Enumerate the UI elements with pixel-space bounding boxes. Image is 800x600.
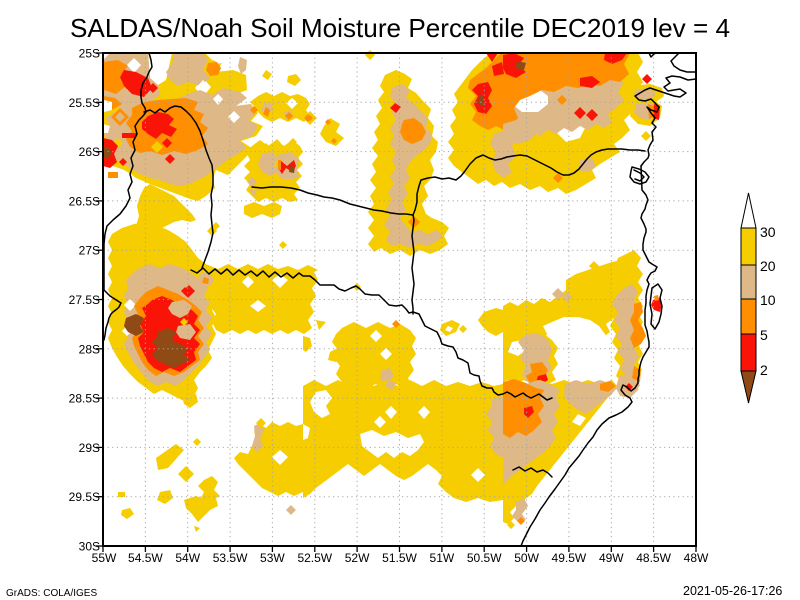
svg-text:51.5W: 51.5W bbox=[382, 551, 417, 565]
svg-text:55W: 55W bbox=[92, 551, 117, 565]
svg-text:49.5W: 49.5W bbox=[552, 551, 587, 565]
svg-text:52.5W: 52.5W bbox=[297, 551, 332, 565]
svg-text:2: 2 bbox=[760, 362, 768, 378]
svg-text:29S: 29S bbox=[79, 441, 100, 455]
svg-text:54.5W: 54.5W bbox=[128, 551, 163, 565]
svg-text:25S: 25S bbox=[79, 47, 100, 61]
svg-text:28.5S: 28.5S bbox=[69, 392, 100, 406]
svg-text:5: 5 bbox=[760, 327, 768, 343]
svg-text:53.5W: 53.5W bbox=[213, 551, 248, 565]
svg-text:2021-05-26-17:26: 2021-05-26-17:26 bbox=[683, 584, 782, 598]
svg-text:30S: 30S bbox=[79, 540, 100, 554]
svg-text:52W: 52W bbox=[345, 551, 370, 565]
svg-text:50.5W: 50.5W bbox=[467, 551, 502, 565]
svg-text:49W: 49W bbox=[599, 551, 624, 565]
svg-text:28S: 28S bbox=[79, 342, 100, 356]
svg-text:54W: 54W bbox=[175, 551, 200, 565]
svg-text:29.5S: 29.5S bbox=[69, 490, 100, 504]
svg-text:51W: 51W bbox=[430, 551, 455, 565]
svg-text:48.5W: 48.5W bbox=[636, 551, 671, 565]
svg-text:26.5S: 26.5S bbox=[69, 194, 100, 208]
svg-text:SALDAS/Noah Soil Moisture Perc: SALDAS/Noah Soil Moisture Percentile DEC… bbox=[70, 13, 730, 43]
svg-text:27.5S: 27.5S bbox=[69, 293, 100, 307]
svg-text:26S: 26S bbox=[79, 145, 100, 159]
svg-text:30: 30 bbox=[760, 224, 776, 240]
svg-text:27S: 27S bbox=[79, 244, 100, 258]
svg-text:53W: 53W bbox=[260, 551, 285, 565]
svg-text:48W: 48W bbox=[684, 551, 709, 565]
svg-text:25.5S: 25.5S bbox=[69, 96, 100, 110]
svg-text:GrADS: COLA/IGES: GrADS: COLA/IGES bbox=[6, 588, 97, 599]
svg-text:10: 10 bbox=[760, 292, 776, 308]
svg-text:20: 20 bbox=[760, 258, 776, 274]
svg-text:50W: 50W bbox=[514, 551, 539, 565]
